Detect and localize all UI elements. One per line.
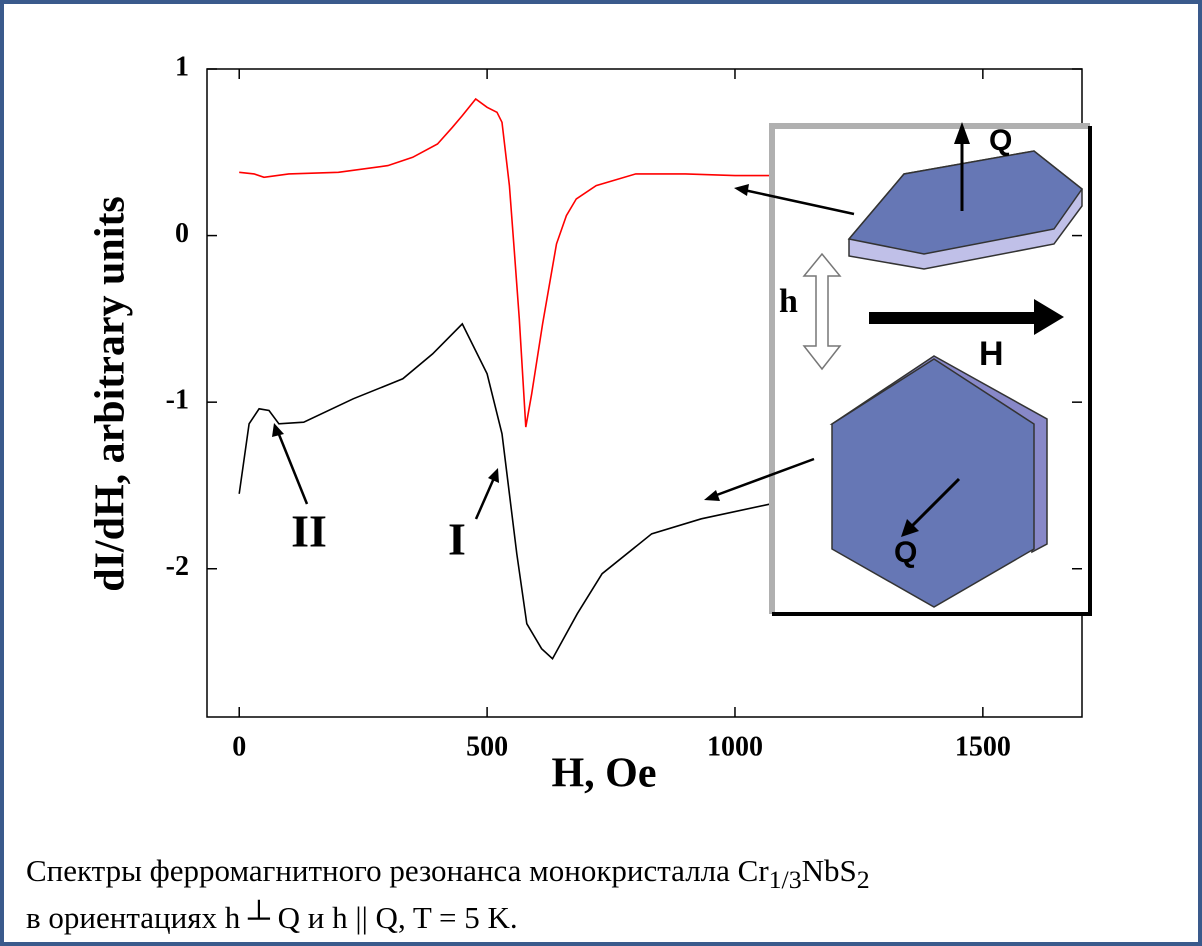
caption-text: в ориентациях h: [26, 900, 248, 936]
x-tick-label: 0: [232, 731, 246, 762]
y-tick-label: 0: [175, 218, 189, 249]
caption-text: Q и h || Q, T = 5 K.: [269, 900, 518, 936]
arrow: [907, 477, 961, 531]
inset-label: h: [779, 283, 798, 320]
y-tick-label: 1: [175, 51, 189, 82]
inset-label: Q: [989, 124, 1012, 157]
plate-top: [847, 150, 1084, 255]
inset-border: [769, 123, 1090, 614]
annotation: I: [448, 514, 466, 565]
caption: Спектры ферромагнитного резонанса монокр…: [26, 852, 870, 937]
plate-top: [831, 358, 1035, 608]
inset-label: Q: [894, 536, 917, 569]
data-line: [238, 322, 772, 660]
arrow-head: [272, 423, 284, 437]
caption-text: NbS: [801, 853, 857, 888]
caption-text: Спектры ферромагнитного резонанса монокр…: [26, 853, 769, 888]
arrow-head: [488, 468, 499, 483]
inset-label: H: [979, 335, 1004, 373]
pointer: [276, 431, 309, 505]
arrow-head: [734, 184, 749, 196]
caption-text: 1/3: [768, 865, 802, 895]
field-arrow: [869, 299, 1064, 335]
pointer: [743, 188, 855, 216]
x-axis-label: H, Oe: [552, 751, 657, 797]
data-line: [239, 97, 775, 428]
x-tick-label: 500: [466, 731, 508, 762]
inset-border: [772, 126, 1092, 616]
y-tick-label: -1: [166, 385, 189, 416]
y-tick-label: -2: [166, 551, 189, 582]
chart: H, Oe dI/dH, arbitrary units II I Q h H …: [88, 51, 1092, 797]
pointer: [474, 477, 496, 520]
pointer: [713, 457, 815, 498]
inset-diagram: [769, 122, 1092, 616]
arrow-head: [704, 490, 720, 501]
y-axis-label: dI/dH, arbitrary units: [88, 196, 134, 592]
pointer-arrows: [272, 184, 855, 520]
x-tick-label: 1500: [955, 731, 1011, 762]
arrow-head: [901, 519, 919, 537]
x-tick-label: 1000: [707, 731, 763, 762]
annotation: II: [291, 506, 327, 557]
double-arrow: [802, 252, 842, 371]
caption-text: 2: [856, 865, 870, 895]
caption-text: ┴: [247, 900, 270, 936]
arrow-head: [954, 122, 970, 144]
